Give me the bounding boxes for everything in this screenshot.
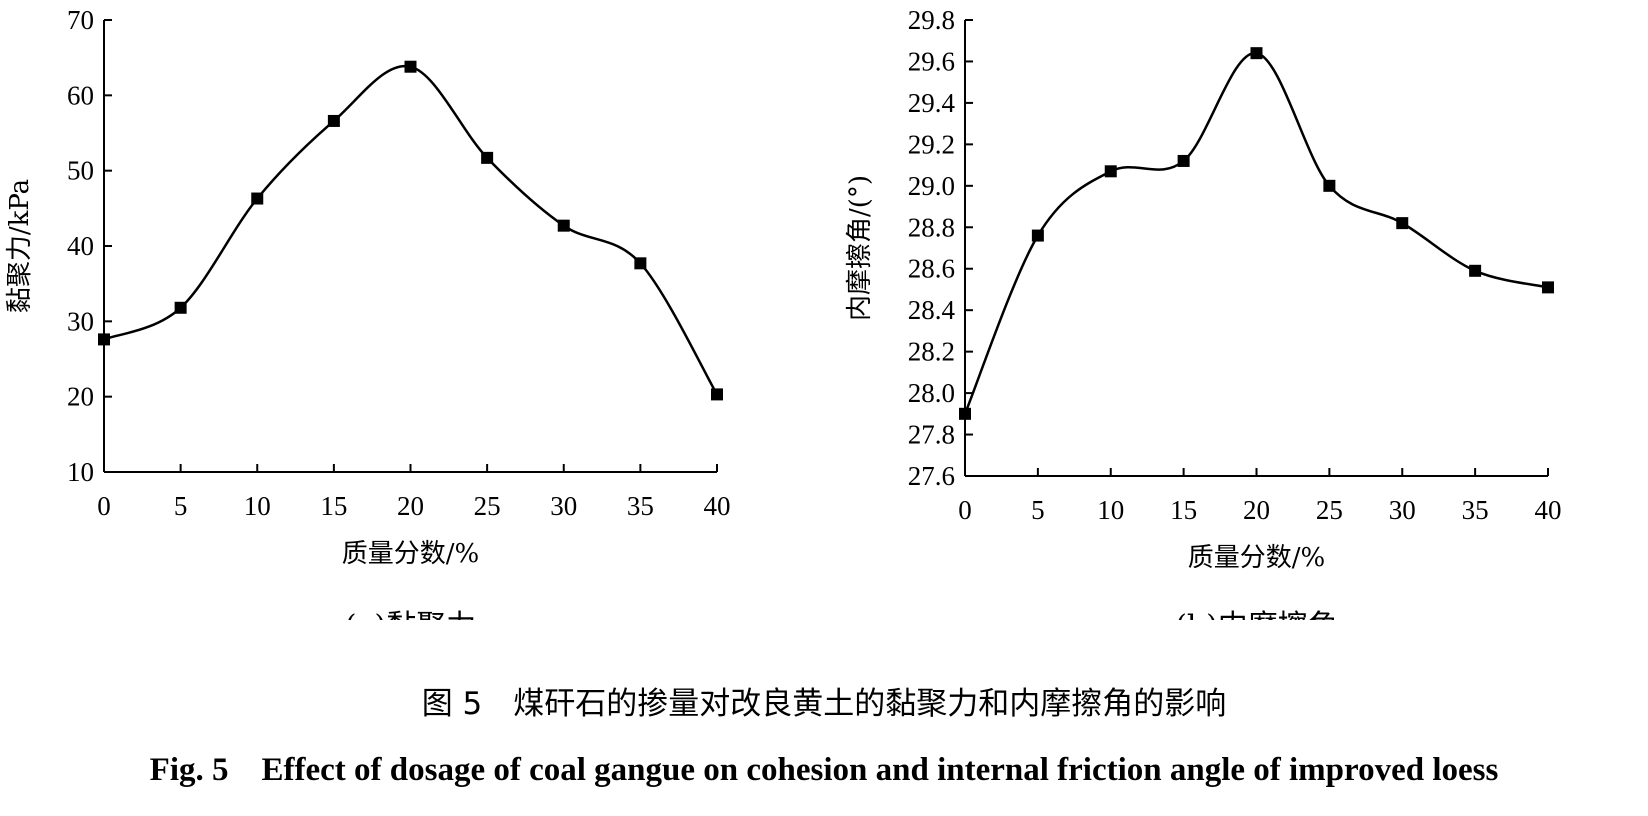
chart-b-x-tick-label: 40 bbox=[1535, 495, 1562, 525]
chart-b-data-point bbox=[1542, 281, 1554, 294]
chart-b-y-tick-label: 29.2 bbox=[908, 129, 955, 159]
chart-b-y-tick-label: 28.0 bbox=[908, 378, 955, 408]
chart-a-data-point bbox=[174, 301, 187, 314]
chart-a-y-tick-label: 40 bbox=[67, 231, 94, 261]
chart-a-x-tick-label: 5 bbox=[174, 491, 188, 521]
chart-b-y-tick-label: 28.6 bbox=[908, 254, 955, 284]
chart-b-y-tick-label: 29.4 bbox=[908, 88, 956, 118]
figure-caption-chinese: 图 5 煤矸石的掺量对改良黄土的黏聚力和内摩擦角的影响 bbox=[421, 686, 1227, 722]
chart-a-y-tick-label: 60 bbox=[67, 80, 94, 110]
chart-b-series-line bbox=[963, 51, 1549, 415]
chart-a-data-point bbox=[251, 192, 264, 205]
chart-a-x-tick-label: 10 bbox=[244, 491, 271, 521]
chart-a-y-tick-label: 10 bbox=[67, 457, 94, 487]
chart-b-y-tick-label: 29.0 bbox=[908, 171, 955, 201]
chart-b-y-axis-title: 内摩擦角/(°) bbox=[845, 175, 875, 321]
chart-b-x-tick-label: 30 bbox=[1389, 495, 1416, 525]
chart-a-x-tick-label: 25 bbox=[474, 491, 501, 521]
chart-b-x-tick-label: 25 bbox=[1316, 495, 1343, 525]
chart-b-data-point bbox=[1250, 47, 1263, 60]
chart-b-x-tick-label: 15 bbox=[1170, 495, 1197, 525]
chart-a-x-tick-label: 35 bbox=[627, 491, 654, 521]
chart-b-data-point bbox=[1177, 154, 1190, 167]
chart-b-y-tick-label: 27.8 bbox=[908, 420, 955, 450]
figure-caption-english: Fig. 5 Effect of dosage of coal gangue o… bbox=[149, 752, 1499, 788]
chart-b-data-point bbox=[1396, 217, 1409, 230]
chart-a-x-tick-label: 30 bbox=[550, 491, 577, 521]
chart-b-y-tick-label: 28.2 bbox=[908, 337, 955, 367]
chart-a-y-tick-label: 70 bbox=[67, 5, 94, 35]
chart-a-data-point bbox=[557, 219, 570, 232]
chart-b-y-tick-label: 27.6 bbox=[908, 461, 955, 491]
chart-a-y-tick-label: 50 bbox=[67, 156, 94, 186]
chart-b-y-tick-label: 28.4 bbox=[908, 295, 956, 325]
chart-b-friction-angle: 27.6 27.8 28.0 28.2 28.4 28.6 28.8 29.0 29.2 29.4… bbox=[845, 5, 1562, 620]
chart-b-data-point bbox=[1031, 229, 1044, 242]
chart-b-data-point bbox=[1104, 165, 1117, 178]
chart-b-y-tick-label: 29.6 bbox=[908, 46, 955, 76]
chart-b-x-tick-label: 10 bbox=[1097, 495, 1124, 525]
chart-b-x-axis-title: 质量分数/% bbox=[1188, 543, 1325, 573]
chart-b-data-point bbox=[1323, 179, 1336, 192]
chart-b-x-tick-label: 0 bbox=[958, 495, 972, 525]
chart-a-y-tick-label: 30 bbox=[67, 306, 94, 336]
chart-b-data-point bbox=[959, 407, 971, 420]
chart-b-x-tick-label: 35 bbox=[1462, 495, 1489, 525]
chart-b-data-point bbox=[1469, 264, 1482, 277]
chart-b-subtitle: (b)内摩擦角 bbox=[1175, 609, 1338, 620]
chart-a-subtitle: (a)黏聚力 bbox=[345, 609, 476, 620]
chart-a-y-axis-title: 黏聚力/kPa bbox=[5, 179, 35, 313]
chart-a-cohesion: 10 20 30 40 50 60 70 0 5 10 15 20 25 30 35 40 质量分数/% 黏聚力/… bbox=[5, 5, 731, 620]
chart-b-y-tick-label: 29.8 bbox=[908, 5, 955, 35]
chart-b-y-tick-label: 28.8 bbox=[908, 212, 955, 242]
chart-a-data-point bbox=[481, 151, 494, 164]
chart-a-data-point bbox=[711, 388, 723, 401]
chart-a-y-tick-label: 20 bbox=[67, 382, 94, 412]
chart-a-x-tick-label: 20 bbox=[397, 491, 424, 521]
chart-a-x-tick-label: 40 bbox=[704, 491, 731, 521]
chart-a-data-point bbox=[327, 114, 340, 127]
chart-b-x-tick-label: 20 bbox=[1243, 495, 1270, 525]
chart-a-x-tick-label: 15 bbox=[320, 491, 347, 521]
chart-a-data-point bbox=[404, 60, 417, 73]
chart-a-x-tick-label: 0 bbox=[97, 491, 111, 521]
chart-a-data-point bbox=[634, 257, 647, 270]
chart-b-x-tick-label: 5 bbox=[1031, 495, 1045, 525]
chart-a-series-line bbox=[103, 64, 719, 396]
chart-a-data-point bbox=[98, 333, 110, 346]
chart-a-x-axis-title: 质量分数/% bbox=[342, 539, 479, 569]
